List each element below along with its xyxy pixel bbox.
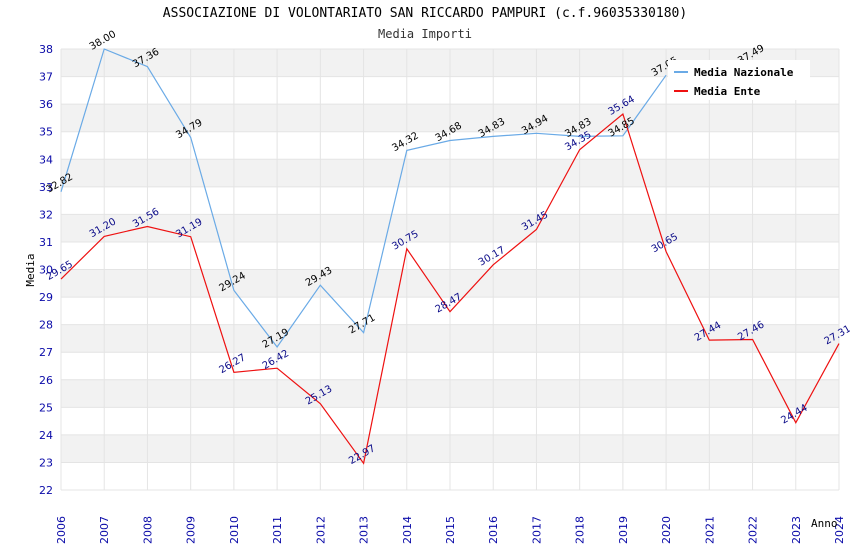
x-tick-label: 2014	[401, 516, 414, 544]
x-tick-label: 2012	[314, 516, 327, 544]
y-tick-label: 36	[39, 98, 53, 111]
y-tick-label: 27	[39, 346, 53, 359]
x-tick-label: 2007	[98, 516, 111, 544]
x-tick-label: 2011	[271, 516, 284, 544]
x-tick-label: 2006	[55, 516, 68, 544]
y-tick-label: 34	[39, 153, 53, 166]
data-label-ente: 30.17	[477, 245, 507, 269]
x-tick-label: 2018	[574, 516, 587, 544]
y-tick-label: 23	[39, 456, 53, 469]
series-line-ente	[60, 112, 840, 465]
x-tick-label: 2020	[660, 516, 673, 544]
y-tick-label: 29	[39, 291, 53, 304]
y-tick-label: 38	[39, 43, 53, 56]
x-tick-label: 2008	[141, 516, 154, 544]
x-tick-label: 2010	[228, 516, 241, 544]
data-label-nazionale: 32.82	[45, 172, 75, 196]
x-axis-title: Anno	[811, 517, 838, 530]
x-tick-label: 2024	[833, 516, 846, 544]
y-tick-label: 31	[39, 236, 53, 249]
y-tick-label: 35	[39, 126, 53, 139]
y-tick-label: 28	[39, 319, 53, 332]
legend-label-ente: Media Ente	[694, 85, 761, 98]
y-tick-label: 37	[39, 71, 53, 84]
x-tick-label: 2023	[790, 516, 803, 544]
chart-subtitle: Media Importi	[378, 27, 472, 41]
y-tick-label: 22	[39, 484, 53, 497]
y-tick-label: 26	[39, 374, 53, 387]
y-tick-label: 25	[39, 401, 53, 414]
y-tick-label: 24	[39, 429, 53, 442]
x-tick-label: 2009	[185, 516, 198, 544]
y-tick-label: 33	[39, 181, 53, 194]
y-tick-label: 30	[39, 264, 53, 277]
y-axis-title: Media	[24, 253, 37, 286]
x-tick-label: 2013	[358, 516, 371, 544]
x-tick-label: 2017	[530, 516, 543, 544]
x-tick-label: 2015	[444, 516, 457, 544]
legend-label-nazionale: Media Nazionale	[694, 66, 794, 79]
x-tick-label: 2016	[487, 516, 500, 544]
y-tick-label: 32	[39, 208, 53, 221]
data-label-nazionale: 34.32	[390, 130, 420, 154]
legend-box	[668, 60, 810, 100]
chart-title: ASSOCIAZIONE DI VOLONTARIATO SAN RICCARD…	[162, 6, 688, 21]
x-tick-label: 2021	[703, 516, 716, 544]
data-label-ente: 26.27	[217, 352, 247, 376]
x-tick-label: 2019	[617, 516, 630, 544]
x-tick-label: 2022	[747, 516, 760, 544]
